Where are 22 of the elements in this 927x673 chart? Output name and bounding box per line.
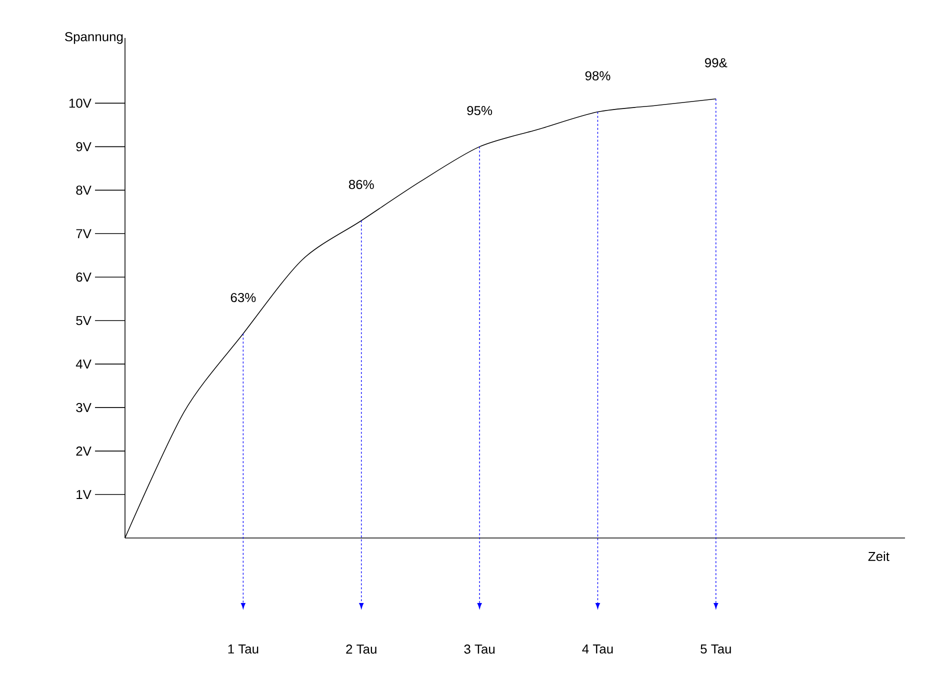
annotation: 63% xyxy=(230,292,256,302)
y-tick-label: 10V xyxy=(69,98,92,108)
y-axis-title: Spannung xyxy=(65,32,123,44)
y-tick-label: 7V xyxy=(76,229,92,238)
x-tick-label: 4 Tau xyxy=(582,644,613,654)
annotation: 86% xyxy=(348,180,374,190)
y-tick-label: 2V xyxy=(76,446,92,456)
x-axis-title: Zeit xyxy=(868,552,890,562)
annotation: 99& xyxy=(705,58,728,68)
annotation: 98% xyxy=(585,71,610,80)
annotation: 95% xyxy=(467,106,492,116)
x-tick-label: 3 Tau xyxy=(464,644,495,654)
y-tick-label: 6V xyxy=(76,272,92,282)
x-tick-label: 2 Tau xyxy=(346,644,376,654)
y-tick-label: 8V xyxy=(76,186,92,195)
x-tick-label: 5 Tau xyxy=(700,644,731,654)
y-tick-label: 9V xyxy=(76,142,92,152)
y-tick-label: 1V xyxy=(76,490,92,499)
y-tick-label: 4V xyxy=(76,360,92,369)
x-tick-label: 1 Tau xyxy=(228,644,258,654)
y-tick-label: 3V xyxy=(76,402,92,412)
y-tick-label: 5V xyxy=(76,316,92,326)
